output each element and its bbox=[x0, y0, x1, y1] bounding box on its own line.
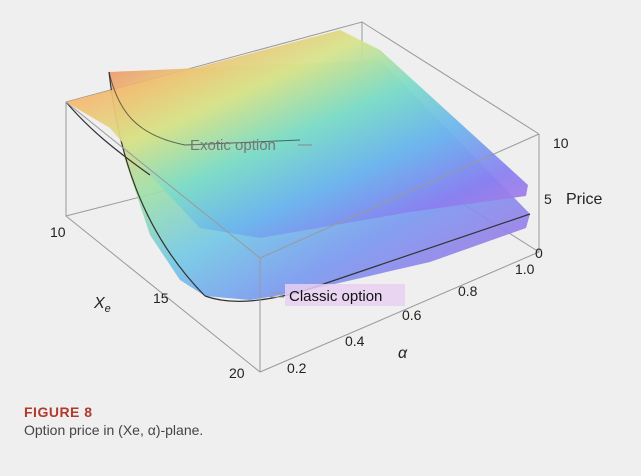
price-tick-label: 10 bbox=[553, 135, 569, 151]
price-tick-label: 0 bbox=[535, 245, 543, 261]
caption-text: Option price in (Xe, α)-plane. bbox=[24, 422, 204, 438]
xe-tick-label: 20 bbox=[229, 365, 245, 381]
alpha-axis: 1.0 0.8 0.6 0.4 0.2 α bbox=[287, 261, 535, 376]
alpha-axis-label: α bbox=[398, 345, 408, 362]
classic-option-label-group: Classic option bbox=[270, 284, 405, 306]
xe-tick-label: 15 bbox=[153, 290, 169, 306]
price-tick-label: 5 bbox=[544, 191, 552, 207]
exotic-option-label: Exotic option bbox=[190, 137, 276, 154]
alpha-tick-label: 0.8 bbox=[458, 283, 478, 299]
xe-axis: 10 15 20 Xe bbox=[50, 224, 245, 381]
alpha-tick-label: 1.0 bbox=[515, 261, 535, 277]
alpha-tick-label: 0.2 bbox=[287, 360, 307, 376]
exotic-option-surface bbox=[66, 30, 528, 238]
classic-option-label: Classic option bbox=[289, 288, 382, 305]
exotic-option-label-group: Exotic option bbox=[190, 137, 312, 154]
exotic-option-ridge-curve bbox=[108, 71, 301, 146]
alpha-tick-label: 0.4 bbox=[345, 333, 365, 349]
xe-axis-label: Xe bbox=[93, 295, 111, 315]
exotic-option-edge-curve bbox=[65, 101, 151, 176]
figure-number: FIGURE 8 bbox=[24, 404, 93, 420]
price-axis: 10 5 0 Price bbox=[535, 135, 603, 261]
price-axis-label: Price bbox=[566, 191, 603, 208]
surface-plot: Exotic option Classic option 10 5 0 Pric… bbox=[50, 21, 603, 381]
figure-caption: FIGURE 8 Option price in (Xe, α)-plane. bbox=[24, 404, 624, 438]
alpha-tick-label: 0.6 bbox=[402, 307, 422, 323]
xe-tick-label: 10 bbox=[50, 224, 66, 240]
plot-box-front bbox=[65, 101, 540, 373]
